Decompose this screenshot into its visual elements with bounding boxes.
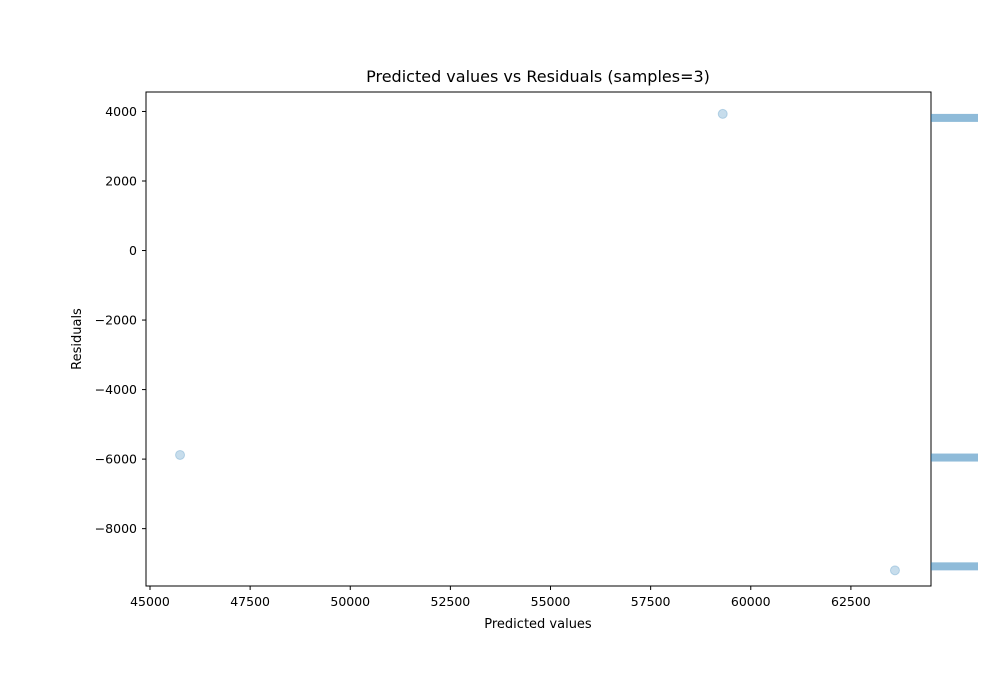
plot-area-frame [145, 91, 932, 587]
x-tick-label: 55000 [531, 594, 571, 609]
scatter-points [175, 108, 900, 576]
y-tick-label: 4000 [105, 104, 137, 119]
y-tick-label: 2000 [105, 173, 137, 188]
data-point [717, 108, 728, 119]
x-tick-label: 45000 [130, 594, 170, 609]
x-tick-label: 50000 [330, 594, 370, 609]
chart-title: Predicted values vs Residuals (samples=3… [366, 67, 710, 86]
histogram-bar [931, 453, 978, 462]
data-point [175, 449, 186, 460]
y-axis: 4000 2000 0 −2000 −4000 −6000 −8000 [95, 104, 146, 536]
x-tick-label: 52500 [431, 594, 471, 609]
y-axis-label: Residuals [70, 308, 85, 370]
data-point [889, 565, 900, 576]
residual-histogram [931, 113, 978, 571]
y-tick-label: −4000 [95, 382, 137, 397]
x-tick-label: 47500 [230, 594, 270, 609]
x-axis-label: Predicted values [484, 617, 592, 632]
x-axis: 45000 47500 50000 52500 55000 57500 60000 62500 [130, 586, 871, 609]
y-tick-label: −8000 [95, 521, 137, 536]
x-tick-label: 60000 [731, 594, 771, 609]
y-tick-label: 0 [129, 243, 137, 258]
y-tick-label: −2000 [95, 313, 137, 328]
x-tick-label: 62500 [831, 594, 871, 609]
x-tick-label: 57500 [631, 594, 671, 609]
histogram-bar [931, 113, 978, 122]
histogram-bar [931, 562, 978, 571]
y-tick-label: −6000 [95, 452, 137, 467]
